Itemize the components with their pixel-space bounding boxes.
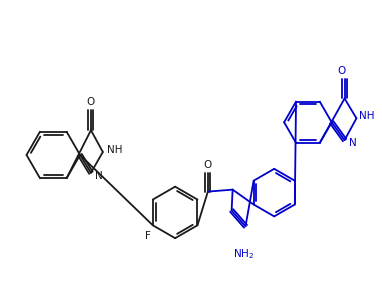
- Text: NH: NH: [107, 145, 122, 155]
- Text: NH$_2$: NH$_2$: [233, 247, 254, 261]
- Text: O: O: [87, 98, 95, 107]
- Text: N: N: [95, 171, 103, 181]
- Text: N: N: [348, 138, 356, 148]
- Text: O: O: [337, 66, 346, 76]
- Text: O: O: [204, 160, 212, 170]
- Text: NH: NH: [359, 111, 375, 121]
- Text: F: F: [146, 231, 151, 241]
